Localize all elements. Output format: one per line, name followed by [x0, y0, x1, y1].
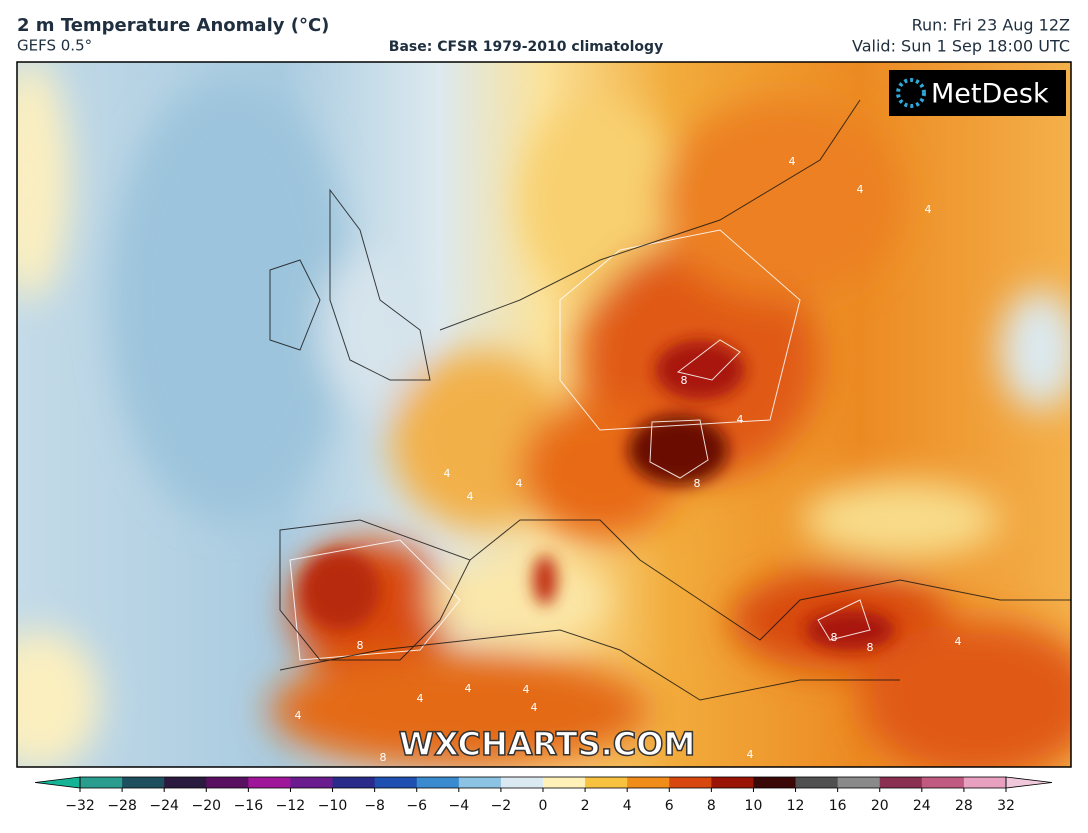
colorbar-segment [80, 777, 123, 788]
colorbar-tick-label: −28 [107, 798, 137, 814]
colorbar-tick-label: 12 [787, 798, 805, 814]
contour-label: 8 [831, 631, 838, 644]
contour-label: 8 [694, 477, 701, 490]
colorbar-under [34, 776, 81, 789]
colorbar-tick-label: 32 [997, 798, 1015, 814]
contour-label: 4 [857, 183, 864, 196]
colorbar-tick-label: 20 [871, 798, 889, 814]
colorbar-segment [963, 777, 1007, 788]
colorbar-tick-label: 0 [539, 798, 548, 814]
contour-label: 4 [789, 155, 796, 168]
contour-label: 4 [516, 477, 523, 490]
contour-label: 4 [467, 490, 474, 503]
colorbar-segment [711, 777, 754, 788]
colorbar-tick-label: 24 [913, 798, 931, 814]
contour-label: 4 [465, 682, 472, 695]
colorbar-tick-label: −12 [276, 798, 306, 814]
colorbar-tick-label: −20 [191, 798, 221, 814]
colorbar-segment [669, 777, 712, 788]
colorbar-tick-label: 8 [707, 798, 716, 814]
base: Base: CFSR 1979-2010 climatology [389, 39, 663, 55]
contour-label: 8 [357, 639, 364, 652]
map-frame [16, 61, 1072, 768]
contour-label: 4 [523, 683, 530, 696]
colorbar-segment [374, 777, 418, 788]
contour-label: 4 [444, 467, 451, 480]
colorbar-segment [921, 777, 965, 788]
colorbar-segment [753, 777, 797, 788]
contour-label: 4 [737, 413, 744, 426]
colorbar-tick-label: −4 [448, 798, 469, 814]
contour-label: 4 [295, 709, 302, 722]
colorbar-tick-label: 28 [955, 798, 973, 814]
logo: MetDesk [931, 79, 1049, 110]
colorbar-tick-label: 6 [665, 798, 674, 814]
colorbar-segment [122, 777, 165, 788]
run: Run: Fri 23 Aug 12Z [912, 16, 1070, 35]
watermark: WXCHARTS.COM [399, 725, 696, 763]
model: GEFS 0.5° [17, 37, 92, 55]
colorbar-segment [332, 777, 376, 788]
colorbar-segment [627, 777, 670, 788]
colorbar-segment [206, 777, 249, 788]
colorbar-segment [164, 777, 207, 788]
colorbar-tick-label: −24 [149, 798, 179, 814]
colorbar-segment [290, 777, 334, 788]
colorbar-tick-label: −2 [491, 798, 512, 814]
colorbar-tick-label: −6 [406, 798, 427, 814]
contour-label: 4 [955, 635, 962, 648]
contour-label: 4 [531, 701, 538, 714]
contour-label: 4 [417, 692, 424, 705]
colorbar-tick-label: −10 [318, 798, 348, 814]
contour-label: 8 [867, 641, 874, 654]
colorbar-tick-label: 16 [829, 798, 847, 814]
colorbar-tick-label: 4 [623, 798, 632, 814]
colorbar-segment [837, 777, 881, 788]
contour-label: 8 [380, 751, 387, 764]
colorbar-tick-label: −8 [364, 798, 385, 814]
colorbar-segment [543, 777, 586, 788]
colorbar-segment [585, 777, 628, 788]
valid: Valid: Sun 1 Sep 18:00 UTC [852, 37, 1070, 56]
contour-label: 8 [681, 374, 688, 387]
colorbar-segment [500, 777, 544, 788]
colorbar-tick-label: −16 [234, 798, 264, 814]
colorbar-segment [248, 777, 291, 788]
contour-label: 4 [925, 203, 932, 216]
colorbar-tick-label: 2 [581, 798, 590, 814]
colorbar-tick-label: −32 [65, 798, 95, 814]
colorbar-over [1005, 776, 1053, 789]
colorbar-segment [416, 777, 460, 788]
title: 2 m Temperature Anomaly (°C) [17, 15, 329, 36]
colorbar-segment [795, 777, 839, 788]
colorbar-tick-label: 10 [745, 798, 763, 814]
contour-label: 4 [747, 748, 754, 761]
colorbar-segment [458, 777, 502, 788]
colorbar-segment [879, 777, 923, 788]
